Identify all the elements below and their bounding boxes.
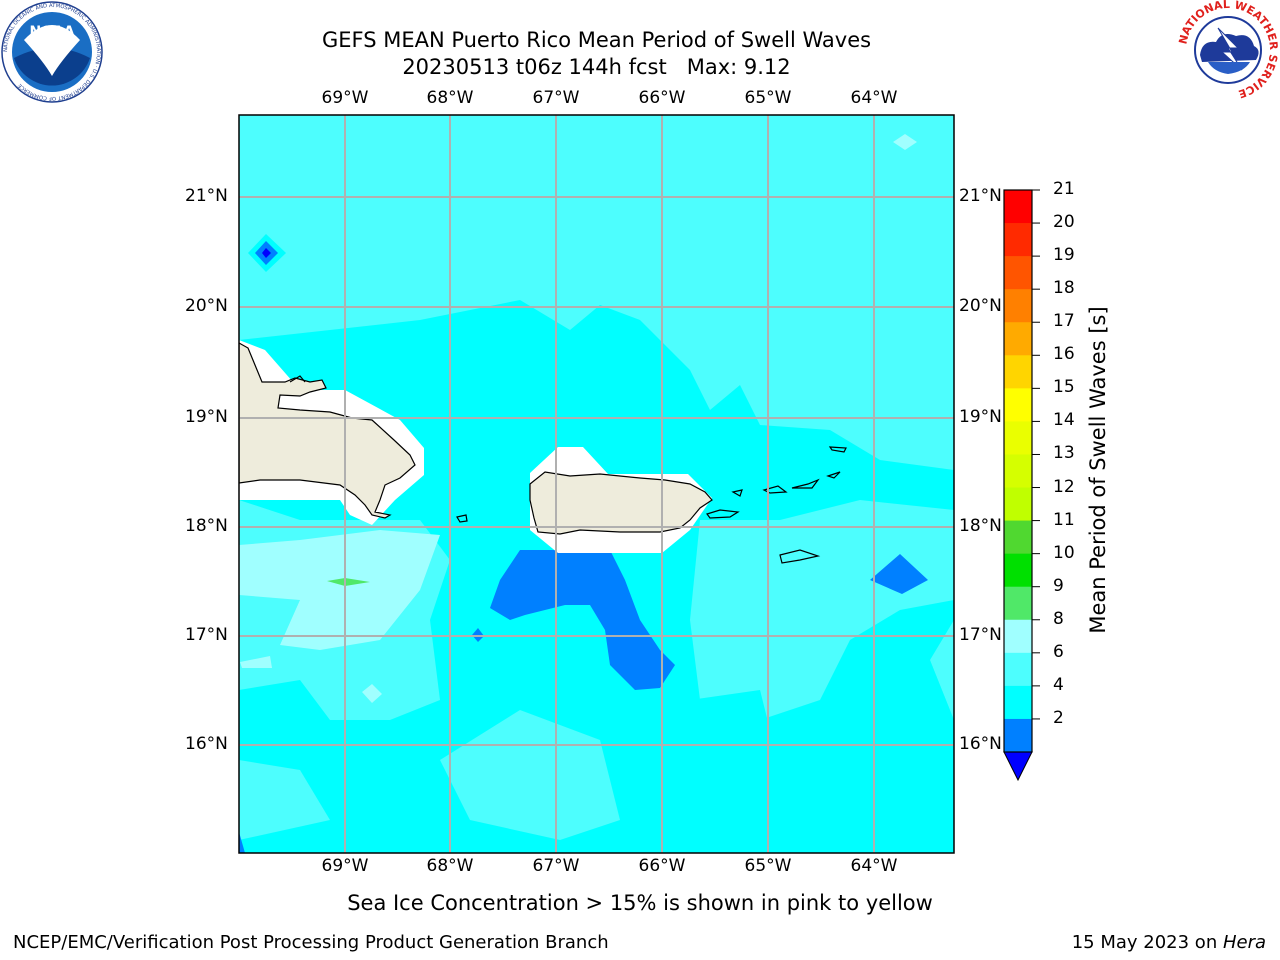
- map-frame: [238, 114, 955, 854]
- colorbar-tick-label: 12: [1053, 476, 1075, 497]
- colorbar: [1003, 189, 1040, 782]
- puerto-rico-landmass: [529, 471, 713, 535]
- colorbar-band: [1004, 553, 1032, 588]
- chart-subtitle: 20230513 t06z 144h fcst Max: 9.12: [402, 55, 791, 79]
- lon-label-bottom: 65°W: [744, 856, 792, 876]
- colorbar-band: [1004, 223, 1032, 257]
- swell-period-field-2-4: [490, 550, 675, 690]
- colorbar-band: [1004, 322, 1032, 356]
- lon-label-bottom: 67°W: [532, 856, 580, 876]
- lon-label-bottom: 68°W: [426, 856, 474, 876]
- colorbar-band: [1004, 388, 1032, 422]
- colorbar-tick-label: 8: [1053, 608, 1064, 629]
- colorbar-band: [1004, 289, 1032, 323]
- footer-date-text: 15 May 2023 on: [1071, 932, 1223, 953]
- lon-label-top: 69°W: [321, 88, 369, 108]
- colorbar-tick-label: 9: [1053, 575, 1064, 596]
- footer-host: Hera: [1222, 932, 1266, 953]
- colorbar-tick-label: 2: [1053, 707, 1064, 728]
- colorbar-under-arrow: [1003, 751, 1033, 782]
- hispaniola-landmass: [239, 342, 416, 519]
- colorbar-tick-label: 16: [1053, 344, 1075, 365]
- lat-label-left: 19°N: [185, 407, 228, 427]
- nws-logo-icon: NATIONAL WEATHER SERVICE: [1178, 0, 1278, 100]
- lon-label-bottom: 64°W: [850, 856, 898, 876]
- colorbar-band: [1004, 421, 1032, 455]
- colorbar-tick-label: 17: [1053, 311, 1075, 332]
- footer-branch-credit: NCEP/EMC/Verification Post Processing Pr…: [13, 932, 609, 953]
- swell-period-field-8-9: [239, 530, 440, 650]
- colorbar-band: [1004, 487, 1032, 522]
- lon-label-top: 64°W: [850, 88, 898, 108]
- colorbar-band: [1004, 685, 1032, 720]
- colorbar-tick-label: 19: [1053, 245, 1075, 266]
- lat-label-left: 20°N: [185, 296, 228, 316]
- lon-label-top: 68°W: [426, 88, 474, 108]
- colorbar-tick-label: 20: [1053, 212, 1075, 233]
- lat-label-left: 18°N: [185, 516, 228, 536]
- lon-label-bottom: 66°W: [638, 856, 686, 876]
- colorbar-tick-label: 6: [1053, 641, 1064, 662]
- colorbar-band: [1004, 586, 1032, 621]
- sea-ice-note: Sea Ice Concentration > 15% is shown in …: [347, 891, 933, 915]
- colorbar-band: [1004, 520, 1032, 555]
- lon-label-top: 67°W: [532, 88, 580, 108]
- colorbar-tick-label: 10: [1053, 542, 1075, 563]
- colorbar-band: [1004, 355, 1032, 389]
- noaa-logo-icon: NATIONAL OCEANIC AND ATMOSPHERIC ADMINIS…: [1, 1, 103, 103]
- colorbar-tick-label: 13: [1053, 443, 1075, 464]
- colorbar-tick-label: 15: [1053, 377, 1075, 398]
- colorbar-band: [1004, 652, 1032, 687]
- colorbar-tick-label: 21: [1053, 179, 1075, 199]
- lat-label-right: 17°N: [959, 625, 1002, 645]
- lat-label-right: 16°N: [959, 734, 1002, 754]
- chart-title: GEFS MEAN Puerto Rico Mean Period of Swe…: [321, 28, 872, 52]
- colorbar-band: [1004, 256, 1032, 290]
- lat-label-right: 20°N: [959, 296, 1002, 316]
- colorbar-tick-label: 18: [1053, 278, 1075, 299]
- lon-label-bottom: 69°W: [321, 856, 369, 876]
- noaa-logo-text: NOAA: [30, 24, 75, 40]
- colorbar-band: [1004, 190, 1032, 224]
- map-gridlines: [239, 115, 954, 853]
- lat-label-right: 21°N: [959, 186, 1002, 206]
- lat-label-right: 19°N: [959, 407, 1002, 427]
- colorbar-tick-label: 4: [1053, 674, 1064, 695]
- lon-label-top: 65°W: [744, 88, 792, 108]
- lat-label-left: 21°N: [185, 186, 228, 206]
- lat-label-left: 16°N: [185, 734, 228, 754]
- colorbar-band: [1004, 718, 1032, 753]
- lat-label-right: 18°N: [959, 516, 1002, 536]
- colorbar-band: [1004, 619, 1032, 654]
- colorbar-label: Mean Period of Swell Waves [s]: [1086, 306, 1110, 634]
- lat-label-left: 17°N: [185, 625, 228, 645]
- colorbar-band: [1004, 454, 1032, 489]
- lon-label-top: 66°W: [638, 88, 686, 108]
- footer-date: 15 May 2023 on Hera: [1072, 932, 1266, 953]
- colorbar-tick-label: 14: [1053, 410, 1075, 431]
- colorbar-tick-label: 11: [1053, 509, 1075, 530]
